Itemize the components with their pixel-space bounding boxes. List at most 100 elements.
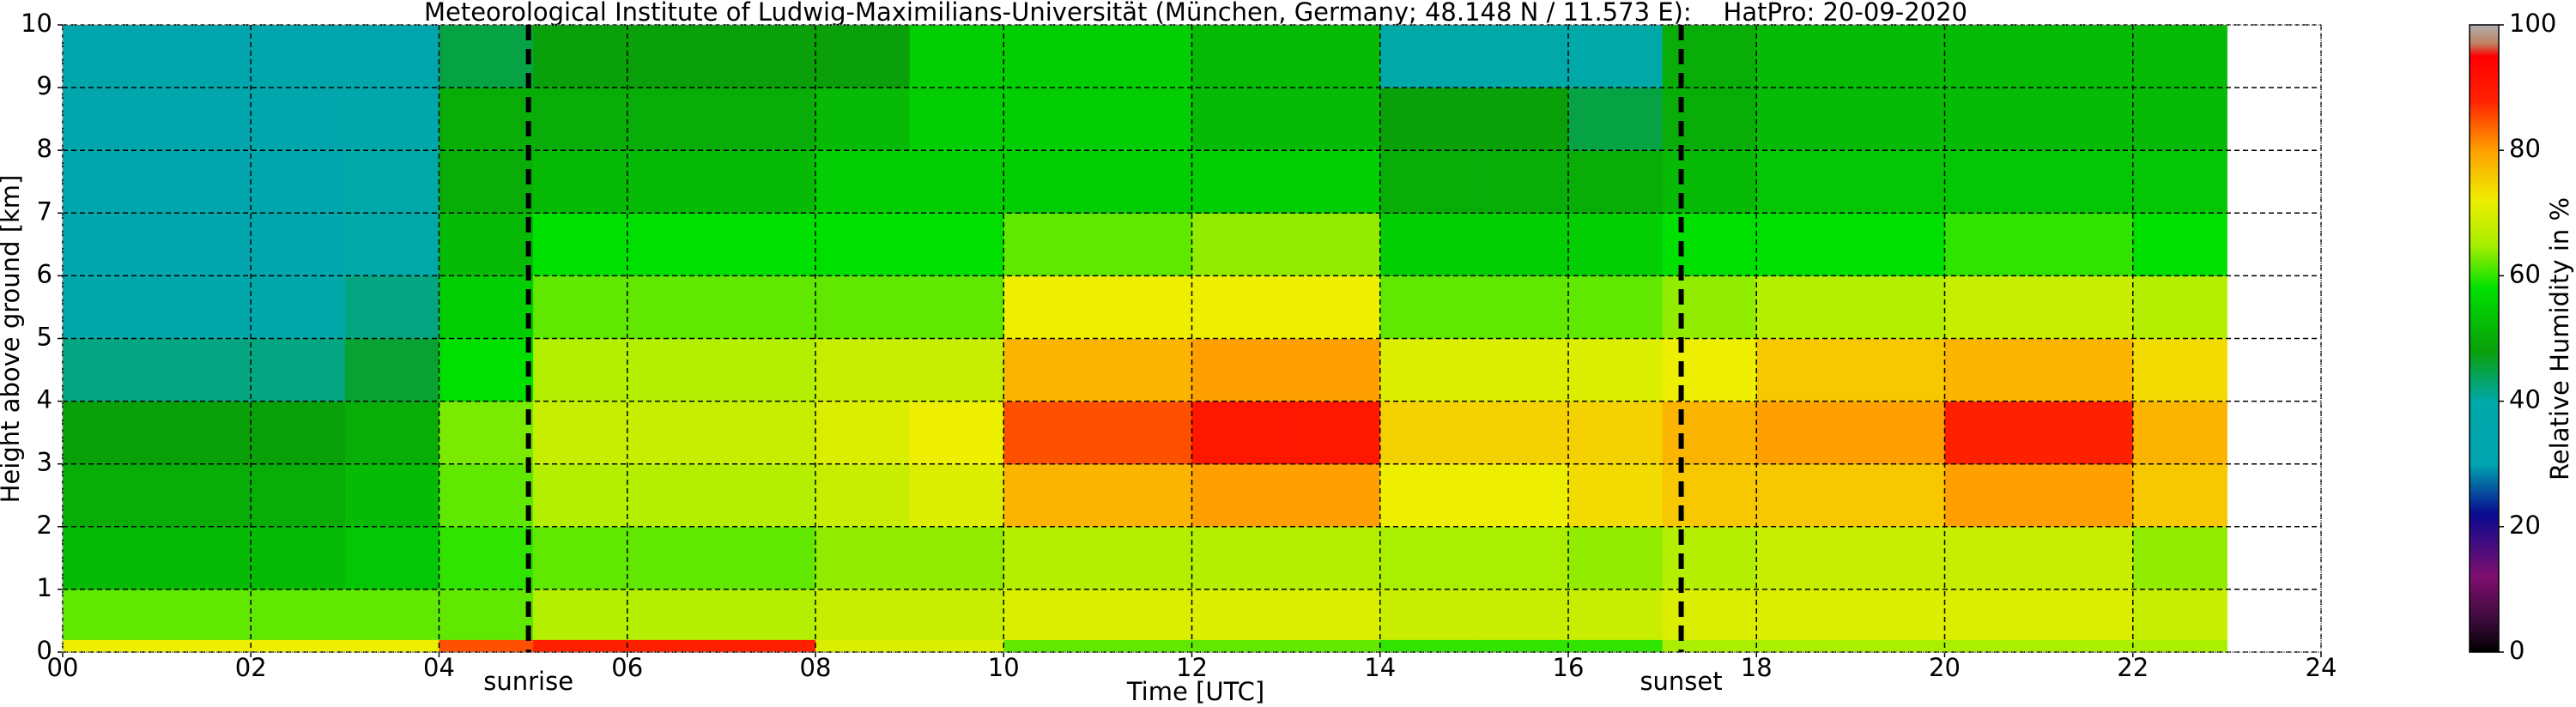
heatmap-cell: [1756, 213, 1852, 276]
heatmap-cell: [1286, 88, 1381, 151]
heatmap: [63, 25, 2227, 653]
heatmap-cell: [1662, 463, 1757, 528]
heatmap-cell: [1097, 589, 1192, 640]
heatmap-cell: [439, 401, 534, 465]
heatmap-cell: [63, 639, 158, 653]
heatmap-cell: [251, 526, 346, 590]
heatmap-cell: [815, 88, 911, 151]
heatmap-cell: [2039, 150, 2134, 214]
heatmap-cell: [721, 639, 816, 653]
heatmap-cell: [1097, 338, 1192, 402]
y-tick-label: 1: [37, 573, 52, 602]
heatmap-cell: [2132, 213, 2227, 276]
heatmap-cell: [1568, 401, 1664, 465]
heatmap-cell: [2039, 526, 2134, 590]
heatmap-cell: [63, 213, 158, 276]
heatmap-cell: [439, 526, 534, 590]
heatmap-cell: [1944, 526, 2040, 590]
x-tick-label: 10: [988, 653, 1020, 682]
heatmap-cell: [1756, 25, 1852, 88]
heatmap-cell: [439, 338, 534, 402]
heatmap-cell: [1850, 401, 1945, 465]
y-axis-label: Height above ground [km]: [0, 175, 25, 504]
heatmap-cell: [344, 526, 439, 590]
heatmap-cell: [1944, 88, 2040, 151]
heatmap-cell: [1662, 401, 1757, 465]
heatmap-cell: [251, 589, 346, 640]
heatmap-cell: [1286, 275, 1381, 339]
heatmap-cell: [1097, 526, 1192, 590]
heatmap-cell: [1756, 589, 1852, 640]
heatmap-cell: [1286, 25, 1381, 88]
heatmap-cell: [1191, 401, 1287, 465]
heatmap-cell: [1756, 463, 1852, 528]
heatmap-cell: [533, 150, 628, 214]
heatmap-cell: [1286, 463, 1381, 528]
heatmap-cell: [156, 213, 252, 276]
heatmap-cell: [1474, 463, 1569, 528]
heatmap-cell: [1097, 88, 1192, 151]
y-tick-label: 3: [37, 448, 52, 477]
y-tick-label: 5: [37, 323, 52, 352]
colorbar-tick-label: 20: [2509, 511, 2541, 540]
heatmap-cell: [1379, 463, 1475, 528]
heatmap-cell: [1097, 463, 1192, 528]
heatmap-cell: [2039, 88, 2134, 151]
heatmap-cell: [1568, 338, 1664, 402]
heatmap-cell: [1286, 589, 1381, 640]
heatmap-cell: [439, 150, 534, 214]
x-tick-label: 00: [47, 653, 79, 682]
y-tick-label: 7: [37, 196, 52, 226]
heatmap-cell: [1756, 526, 1852, 590]
annotation-label: sunrise: [483, 667, 573, 696]
heatmap-cell: [156, 25, 252, 88]
heatmap-cell: [1850, 213, 1945, 276]
heatmap-cell: [1944, 639, 2040, 653]
heatmap-cell: [251, 150, 346, 214]
heatmap-cell: [156, 88, 252, 151]
heatmap-cell: [1003, 213, 1099, 276]
heatmap-cell: [533, 589, 628, 640]
heatmap-cell: [1379, 589, 1475, 640]
heatmap-cell: [1003, 88, 1099, 151]
x-tick-label: 20: [1929, 653, 1961, 682]
heatmap-cell: [1379, 88, 1475, 151]
heatmap-cell: [1944, 275, 2040, 339]
x-tick-label: 08: [800, 653, 832, 682]
heatmap-cell: [1756, 150, 1852, 214]
heatmap-cell: [1568, 88, 1664, 151]
heatmap-cell: [1003, 25, 1099, 88]
heatmap-cell: [1379, 639, 1475, 653]
heatmap-cell: [1379, 526, 1475, 590]
colorbar-tick-label: 40: [2509, 385, 2541, 414]
heatmap-cell: [2132, 25, 2227, 88]
colorbar-tick-label: 80: [2509, 134, 2541, 163]
heatmap-cell: [909, 338, 1004, 402]
heatmap-cell: [721, 589, 816, 640]
heatmap-cell: [1003, 401, 1099, 465]
heatmap-cell: [156, 275, 252, 339]
heatmap-cell: [1474, 150, 1569, 214]
heatmap-cell: [1191, 150, 1287, 214]
heatmap-cell: [2039, 25, 2134, 88]
heatmap-cell: [909, 401, 1004, 465]
heatmap-cell: [721, 338, 816, 402]
heatmap-cell: [1568, 150, 1664, 214]
heatmap-cell: [533, 463, 628, 528]
heatmap-cell: [63, 589, 158, 640]
heatmap-cell: [251, 639, 346, 653]
heatmap-cell: [1379, 150, 1475, 214]
heatmap-cell: [1379, 401, 1475, 465]
heatmap-cell: [721, 401, 816, 465]
heatmap-cell: [156, 463, 252, 528]
heatmap-cell: [627, 401, 722, 465]
heatmap-cell: [627, 589, 722, 640]
heatmap-cell: [815, 589, 911, 640]
colorbar-label: Relative Humidity in %: [2545, 197, 2574, 480]
y-tick-label: 9: [37, 71, 52, 100]
heatmap-cell: [627, 25, 722, 88]
heatmap-cell: [344, 25, 439, 88]
colorbar-tick-label: 0: [2509, 636, 2524, 665]
heatmap-cell: [1944, 338, 2040, 402]
